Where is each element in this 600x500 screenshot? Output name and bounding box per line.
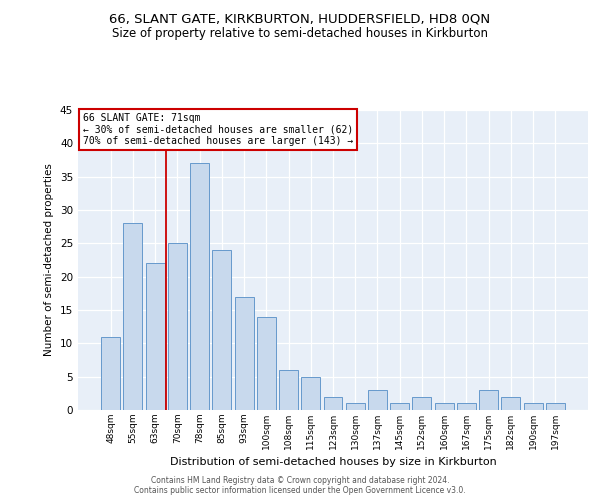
Bar <box>435 404 454 410</box>
Text: 66, SLANT GATE, KIRKBURTON, HUDDERSFIELD, HD8 0QN: 66, SLANT GATE, KIRKBURTON, HUDDERSFIELD… <box>109 12 491 26</box>
Text: Size of property relative to semi-detached houses in Kirkburton: Size of property relative to semi-detach… <box>112 28 488 40</box>
Bar <box>279 370 298 410</box>
Bar <box>212 250 231 410</box>
Bar <box>235 296 254 410</box>
Bar <box>479 390 498 410</box>
Bar <box>368 390 387 410</box>
Bar <box>124 224 142 410</box>
X-axis label: Distribution of semi-detached houses by size in Kirkburton: Distribution of semi-detached houses by … <box>170 458 496 468</box>
Bar <box>390 404 409 410</box>
Bar <box>190 164 209 410</box>
Bar <box>101 336 120 410</box>
Y-axis label: Number of semi-detached properties: Number of semi-detached properties <box>44 164 55 356</box>
Bar <box>524 404 542 410</box>
Bar <box>257 316 276 410</box>
Bar <box>457 404 476 410</box>
Text: Contains HM Land Registry data © Crown copyright and database right 2024.
Contai: Contains HM Land Registry data © Crown c… <box>134 476 466 495</box>
Text: 66 SLANT GATE: 71sqm
← 30% of semi-detached houses are smaller (62)
70% of semi-: 66 SLANT GATE: 71sqm ← 30% of semi-detac… <box>83 113 353 146</box>
Bar <box>168 244 187 410</box>
Bar <box>323 396 343 410</box>
Bar <box>146 264 164 410</box>
Bar <box>546 404 565 410</box>
Bar <box>412 396 431 410</box>
Bar <box>502 396 520 410</box>
Bar <box>346 404 365 410</box>
Bar <box>301 376 320 410</box>
